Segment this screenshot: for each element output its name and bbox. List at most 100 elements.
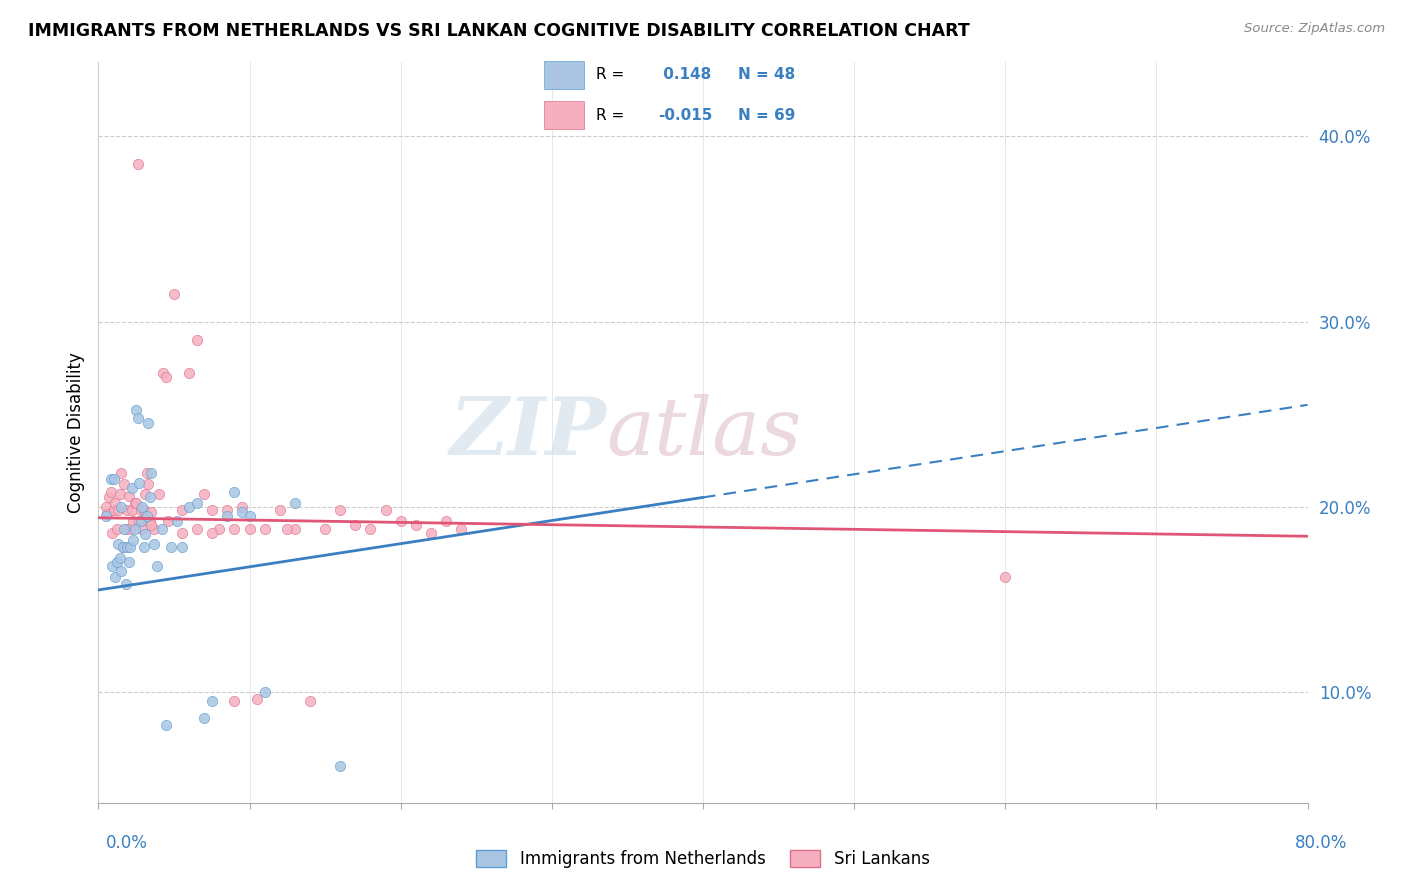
Point — [152, 367, 174, 381]
Point — [110, 565, 132, 579]
Point — [224, 484, 246, 499]
Point — [105, 522, 128, 536]
Point — [360, 522, 382, 536]
Point — [118, 489, 141, 503]
Point — [118, 555, 141, 569]
Point — [239, 522, 262, 536]
Point — [115, 541, 138, 555]
Point — [155, 718, 177, 732]
Point — [141, 467, 163, 481]
Point — [148, 486, 170, 500]
Text: -0.015: -0.015 — [658, 108, 713, 122]
Point — [201, 694, 224, 708]
Point — [124, 496, 146, 510]
Point — [110, 500, 132, 514]
Point — [111, 541, 134, 555]
Point — [170, 525, 193, 540]
Point — [284, 496, 307, 510]
Point — [166, 515, 188, 529]
Point — [131, 500, 153, 514]
Point — [389, 515, 412, 529]
Point — [94, 508, 117, 523]
Point — [131, 522, 153, 536]
Point — [170, 541, 193, 555]
Point — [208, 522, 231, 536]
Point — [96, 507, 118, 521]
Text: 80.0%: 80.0% — [1295, 834, 1347, 852]
FancyBboxPatch shape — [544, 101, 585, 129]
Point — [994, 570, 1017, 584]
Point — [122, 533, 145, 547]
Point — [420, 525, 443, 540]
Point — [120, 522, 142, 536]
Point — [136, 477, 159, 491]
Point — [143, 522, 166, 536]
Point — [114, 577, 136, 591]
Point — [135, 467, 157, 481]
Point — [231, 505, 253, 519]
Point — [104, 570, 127, 584]
Point — [231, 500, 253, 514]
Point — [115, 503, 138, 517]
Point — [101, 525, 124, 540]
Point — [405, 518, 427, 533]
Point — [107, 503, 129, 517]
Point — [122, 515, 145, 529]
Point — [269, 503, 291, 517]
Point — [141, 518, 163, 533]
Point — [134, 527, 156, 541]
Point — [112, 522, 135, 536]
Point — [103, 472, 125, 486]
Point — [127, 157, 149, 171]
FancyBboxPatch shape — [544, 61, 585, 89]
Point — [121, 481, 143, 495]
Point — [111, 541, 134, 555]
Point — [299, 694, 322, 708]
Point — [160, 541, 183, 555]
Point — [128, 515, 150, 529]
Point — [253, 522, 276, 536]
Point — [110, 467, 132, 481]
Point — [276, 522, 298, 536]
Text: R =: R = — [596, 108, 630, 122]
Point — [179, 367, 201, 381]
Point — [141, 505, 163, 519]
Point — [374, 503, 396, 517]
Point — [224, 522, 246, 536]
Point — [239, 508, 262, 523]
Point — [253, 685, 276, 699]
Point — [100, 484, 122, 499]
Point — [139, 515, 162, 529]
Point — [344, 518, 367, 533]
Point — [450, 522, 472, 536]
Point — [94, 500, 117, 514]
Point — [107, 536, 129, 550]
Point — [193, 711, 215, 725]
Point — [112, 477, 135, 491]
Point — [329, 503, 352, 517]
Point — [215, 503, 238, 517]
Point — [215, 508, 238, 523]
Point — [108, 551, 131, 566]
Point — [136, 417, 159, 431]
Point — [100, 472, 122, 486]
Point — [186, 522, 208, 536]
Point — [201, 503, 224, 517]
Point — [108, 486, 131, 500]
Point — [101, 558, 124, 573]
Point — [186, 333, 208, 347]
Text: N = 69: N = 69 — [738, 108, 796, 122]
Text: R =: R = — [596, 68, 630, 82]
Point — [201, 525, 224, 540]
Point — [179, 500, 201, 514]
Point — [146, 558, 169, 573]
Point — [105, 555, 128, 569]
Legend: Immigrants from Netherlands, Sri Lankans: Immigrants from Netherlands, Sri Lankans — [470, 843, 936, 875]
Point — [128, 475, 150, 490]
Point — [124, 522, 146, 536]
Text: atlas: atlas — [606, 394, 801, 471]
Point — [314, 522, 336, 536]
Point — [120, 541, 142, 555]
Point — [129, 503, 152, 517]
Point — [125, 496, 148, 510]
